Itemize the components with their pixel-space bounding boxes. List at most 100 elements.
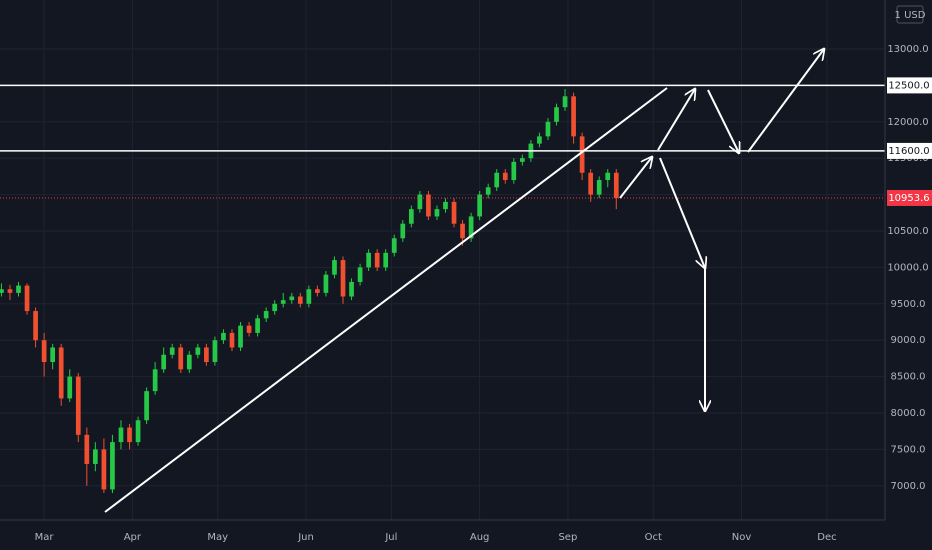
candle-body <box>110 442 115 490</box>
candle-body <box>41 340 47 363</box>
candle-body <box>605 172 611 181</box>
candle-body <box>127 427 132 443</box>
arrow <box>659 157 705 268</box>
y-tick-label: 8500.0 <box>891 372 926 383</box>
last-price-tag <box>887 189 932 206</box>
candle-body <box>451 201 457 224</box>
candle-body <box>306 289 312 304</box>
candle-body <box>613 172 619 198</box>
candle-body <box>340 260 346 297</box>
currency[interactable]: 1 USD <box>895 10 926 21</box>
currency-box[interactable] <box>896 5 924 24</box>
y-tick-label: 10000.0 <box>887 262 928 273</box>
candle-body <box>178 347 184 370</box>
candle-body <box>374 252 380 268</box>
candle-body <box>579 136 585 173</box>
candle-body <box>221 332 226 341</box>
candle-body <box>161 354 167 370</box>
y-tick-label: 7500.0 <box>891 444 926 455</box>
y-tick-label: 7000.0 <box>891 481 926 492</box>
candle-body <box>443 201 448 210</box>
y-tick-label: 9500.0 <box>891 299 926 310</box>
candle-body <box>67 376 73 399</box>
candle-body <box>562 96 568 108</box>
candle-body <box>596 180 602 195</box>
candle-body <box>101 449 107 490</box>
candle-body <box>195 347 201 355</box>
candle-body <box>229 332 235 348</box>
candle-body <box>554 107 559 122</box>
candle-body <box>118 427 124 443</box>
candle-body <box>280 300 286 304</box>
candle-body <box>391 238 397 253</box>
candle-body <box>408 209 414 224</box>
candle-body <box>537 136 542 144</box>
candle-body <box>349 281 354 297</box>
x-tick-label: Oct <box>645 532 662 543</box>
grid <box>0 0 885 520</box>
candle-body <box>434 209 440 217</box>
candle-body <box>50 347 56 363</box>
candle-body <box>485 187 491 195</box>
candle-body <box>297 296 303 304</box>
arrow <box>657 89 695 151</box>
candle-body <box>24 285 30 312</box>
candle-body <box>460 223 465 239</box>
candle-body <box>33 311 38 341</box>
arrow <box>747 49 824 153</box>
last-price-label: 10953.6 <box>888 193 929 204</box>
y-tick-label: 9000.0 <box>891 335 926 346</box>
candle-body <box>238 325 243 348</box>
candle-body <box>511 161 517 181</box>
y-tick-label: 13000.0 <box>887 44 928 55</box>
candle-body <box>204 347 209 363</box>
level-tag <box>887 142 932 159</box>
x-tick-label: Jun <box>297 532 314 543</box>
tags: 12500.0 11600.0 10953.6 <box>887 77 932 206</box>
level-label: 11600.0 <box>888 146 929 157</box>
level-label: 12500.0 <box>888 80 929 91</box>
candle-body <box>545 121 551 137</box>
candle-body <box>417 194 423 210</box>
candles <box>0 84 885 494</box>
candle-body <box>502 172 508 181</box>
x-tick-label: Sep <box>558 532 577 543</box>
candle-body <box>289 296 295 301</box>
candle-body <box>383 252 389 268</box>
candle-body <box>255 318 260 333</box>
candle-body <box>323 274 329 293</box>
candle-body <box>186 354 192 370</box>
candle-body <box>93 449 98 464</box>
candle-body <box>75 376 81 435</box>
candle-body <box>246 325 252 333</box>
candle-body <box>7 289 13 293</box>
arrow <box>619 157 652 199</box>
candle-body <box>332 260 337 275</box>
candle-body <box>16 285 21 293</box>
y-tick-label: 8000.0 <box>891 408 926 419</box>
drawings <box>104 49 824 513</box>
y-tick-label: 10500.0 <box>887 226 928 237</box>
candle-body <box>272 303 278 312</box>
candle-body <box>400 223 406 239</box>
candle-body <box>519 158 525 162</box>
candle-body <box>315 289 320 293</box>
x-tick-label: Jul <box>384 532 397 543</box>
candle-body <box>58 347 64 399</box>
axes: 7000.0 7500.0 8000.0 8500.0 9000.0 9500.0 1000… <box>35 44 929 543</box>
candle-body <box>212 340 218 363</box>
time-axis <box>0 520 932 550</box>
candle-body <box>135 420 141 443</box>
candle-body <box>366 252 371 268</box>
candle-body <box>152 369 158 392</box>
candle-body <box>357 267 363 282</box>
x-tick-label: Apr <box>124 532 142 543</box>
x-tick-label: May <box>207 532 228 543</box>
x-tick-label: Mar <box>35 532 55 543</box>
x-tick-label: Aug <box>470 532 490 543</box>
candle-body <box>494 172 500 188</box>
arrow <box>707 89 739 153</box>
x-tick-label: Nov <box>732 532 752 543</box>
candle-body <box>588 172 594 195</box>
